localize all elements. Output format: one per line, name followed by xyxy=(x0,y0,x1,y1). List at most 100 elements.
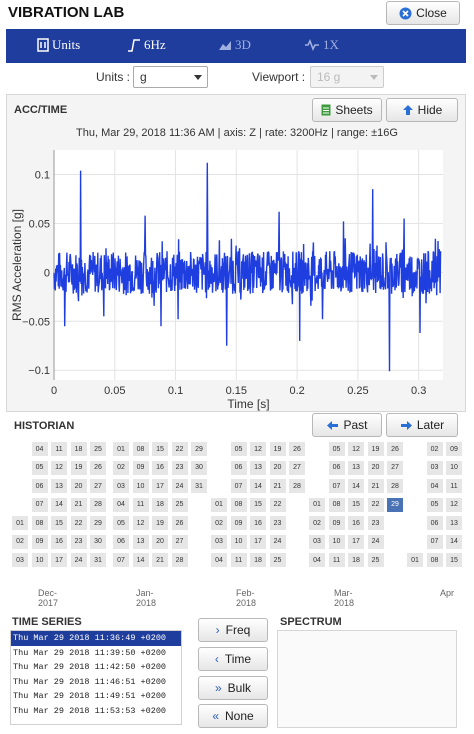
calendar-day[interactable]: 26 xyxy=(171,516,188,530)
calendar-day[interactable]: 17 xyxy=(348,534,364,549)
calendar-day[interactable]: 24 xyxy=(269,534,286,549)
calendar-day[interactable]: 02 xyxy=(113,460,129,475)
calendar-day[interactable]: 09 xyxy=(230,516,247,530)
calendar-day[interactable]: 14 xyxy=(446,534,462,549)
calendar-day[interactable]: 18 xyxy=(70,442,87,456)
calendar-day[interactable]: 28 xyxy=(289,479,305,493)
calendar-day[interactable]: 25 xyxy=(171,497,188,512)
bulk-button[interactable]: » Bulk xyxy=(198,676,268,700)
calendar-day[interactable]: 25 xyxy=(367,553,384,567)
calendar-day[interactable]: 28 xyxy=(387,479,403,493)
calendar-day[interactable]: 11 xyxy=(446,479,462,493)
calendar-day[interactable]: 11 xyxy=(132,497,149,512)
calendar-day[interactable]: 11 xyxy=(230,553,247,567)
calendar-day[interactable]: 05 xyxy=(113,516,129,530)
calendar-day[interactable]: 10 xyxy=(328,534,345,549)
calendar-day[interactable]: 26 xyxy=(289,442,305,456)
calendar-day[interactable]: 23 xyxy=(367,516,384,530)
viewport-select[interactable]: 16 g xyxy=(310,66,384,88)
calendar-day[interactable]: 27 xyxy=(90,479,106,493)
calendar-day[interactable]: 16 xyxy=(152,460,168,475)
calendar-day[interactable]: 02 xyxy=(12,534,28,549)
calendar-day[interactable]: 12 xyxy=(348,442,364,456)
toolbar-signal[interactable]: 1X xyxy=(304,37,339,53)
calendar-day[interactable]: 15 xyxy=(250,497,266,512)
calendar-day[interactable]: 01 xyxy=(12,516,28,530)
calendar-day[interactable]: 24 xyxy=(171,479,188,493)
calendar-day[interactable]: 22 xyxy=(171,442,188,456)
calendar-day[interactable]: 21 xyxy=(70,497,87,512)
calendar-day[interactable]: 03 xyxy=(113,479,129,493)
calendar-day[interactable]: 04 xyxy=(31,442,48,456)
calendar-day[interactable]: 20 xyxy=(367,460,384,475)
calendar-day[interactable]: 28 xyxy=(171,553,188,567)
calendar-day[interactable]: 27 xyxy=(171,534,188,549)
calendar-day[interactable]: 07 xyxy=(31,497,48,512)
calendar-day[interactable]: 07 xyxy=(328,479,345,493)
calendar-day[interactable]: 30 xyxy=(90,534,106,549)
time-series-item[interactable]: Thu Mar 29 2018 11:53:53 +0200 xyxy=(13,705,167,716)
calendar-day[interactable]: 26 xyxy=(387,442,403,456)
calendar-day[interactable]: 10 xyxy=(132,479,149,493)
calendar-day[interactable]: 04 xyxy=(426,479,443,493)
calendar-day[interactable]: 20 xyxy=(269,460,286,475)
calendar-day[interactable]: 07 xyxy=(230,479,247,493)
none-button[interactable]: « None xyxy=(198,704,268,728)
calendar-day[interactable]: 29 xyxy=(90,516,106,530)
calendar-day[interactable]: 03 xyxy=(426,460,443,475)
calendar-day[interactable]: 08 xyxy=(328,497,345,512)
calendar-day[interactable]: 25 xyxy=(90,442,106,456)
calendar-day[interactable]: 24 xyxy=(70,553,87,567)
calendar-day[interactable]: 19 xyxy=(367,442,384,456)
calendar-day[interactable]: 19 xyxy=(269,442,286,456)
calendar-day[interactable]: 15 xyxy=(446,553,462,567)
calendar-day[interactable]: 07 xyxy=(113,553,129,567)
calendar-day[interactable]: 10 xyxy=(446,460,462,475)
calendar-day[interactable]: 08 xyxy=(230,497,247,512)
calendar-day[interactable]: 03 xyxy=(211,534,227,549)
calendar-day[interactable]: 13 xyxy=(132,534,149,549)
calendar-day[interactable]: 29 xyxy=(387,497,403,512)
calendar-day[interactable]: 08 xyxy=(31,516,48,530)
calendar-day[interactable]: 12 xyxy=(446,497,462,512)
calendar-day[interactable]: 16 xyxy=(348,516,364,530)
calendar-day[interactable]: 10 xyxy=(230,534,247,549)
calendar-day[interactable]: 14 xyxy=(348,479,364,493)
calendar-day[interactable]: 12 xyxy=(51,460,67,475)
calendar-day[interactable]: 13 xyxy=(348,460,364,475)
calendar-day[interactable]: 30 xyxy=(191,460,207,475)
calendar-day[interactable]: 16 xyxy=(51,534,67,549)
calendar-day[interactable]: 03 xyxy=(12,553,28,567)
calendar-day[interactable]: 05 xyxy=(31,460,48,475)
calendar-day[interactable]: 31 xyxy=(90,553,106,567)
calendar-day[interactable]: 08 xyxy=(426,553,443,567)
calendar-day[interactable]: 17 xyxy=(250,534,266,549)
calendar-day[interactable]: 13 xyxy=(446,516,462,530)
freq-button[interactable]: › Freq xyxy=(198,618,268,642)
calendar-day[interactable]: 24 xyxy=(367,534,384,549)
later-button[interactable]: Later xyxy=(386,413,458,437)
calendar-day[interactable]: 14 xyxy=(132,553,149,567)
calendar-day[interactable]: 12 xyxy=(132,516,149,530)
calendar-day[interactable]: 19 xyxy=(152,516,168,530)
toolbar-units[interactable]: Units xyxy=(37,37,80,53)
calendar-day[interactable]: 06 xyxy=(113,534,129,549)
calendar-day[interactable]: 20 xyxy=(152,534,168,549)
time-series-list[interactable]: Thu Mar 29 2018 11:36:49 +0200 Thu Mar 2… xyxy=(10,630,182,725)
calendar-day[interactable]: 11 xyxy=(328,553,345,567)
calendar-day[interactable]: 06 xyxy=(31,479,48,493)
calendar-day[interactable]: 01 xyxy=(407,553,423,567)
calendar-day[interactable]: 18 xyxy=(250,553,266,567)
time-series-item[interactable]: Thu Mar 29 2018 11:36:49 +0200 xyxy=(11,631,181,646)
calendar-day[interactable]: 17 xyxy=(152,479,168,493)
calendar-day[interactable]: 22 xyxy=(269,497,286,512)
calendar-day[interactable]: 13 xyxy=(51,479,67,493)
toolbar-filter[interactable]: 6Hz xyxy=(127,37,166,53)
calendar-day[interactable]: 21 xyxy=(152,553,168,567)
calendar-day[interactable]: 01 xyxy=(113,442,129,456)
calendar-day[interactable]: 03 xyxy=(309,534,325,549)
past-button[interactable]: Past xyxy=(312,413,382,437)
calendar-day[interactable]: 14 xyxy=(51,497,67,512)
calendar-day[interactable]: 23 xyxy=(269,516,286,530)
calendar-day[interactable]: 21 xyxy=(367,479,384,493)
